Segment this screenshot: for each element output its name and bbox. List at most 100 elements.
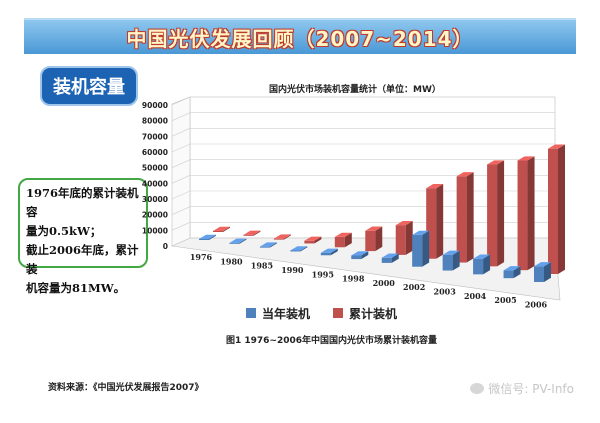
y-tick-label: 20000 <box>142 211 168 220</box>
bar-side <box>544 262 551 282</box>
bar-top <box>395 220 413 226</box>
bar-front <box>304 240 315 244</box>
bar-front <box>426 188 437 259</box>
bar-cumulative-2006 <box>548 144 565 274</box>
bar-side <box>436 184 444 259</box>
bar-front <box>229 242 240 244</box>
bar-front <box>517 160 528 271</box>
bar-front <box>442 254 453 271</box>
bar-front <box>381 257 392 263</box>
bar-annual-1980 <box>229 238 247 244</box>
bar-top <box>426 184 444 189</box>
note-line: 1976年底的累计装机容 <box>26 186 139 219</box>
bar-front <box>273 238 284 240</box>
bar-top <box>213 226 230 231</box>
bar-annual-1976 <box>199 234 216 240</box>
bar-top <box>334 232 352 237</box>
bar-annual-2004 <box>473 254 491 275</box>
bar-top <box>442 250 460 255</box>
section-tag: 装机容量 <box>40 66 138 106</box>
y-axis-ticks: 0 10000 20000 30000 40000 50000 60000 70000 8000… <box>142 101 168 251</box>
bar-side <box>239 238 247 244</box>
y-tick-label: 80000 <box>142 117 168 126</box>
bar-top <box>517 156 535 161</box>
grid-line-side <box>171 143 191 153</box>
wechat-icon <box>470 383 485 394</box>
bar-annual-2006 <box>534 262 551 282</box>
bar-side <box>361 251 369 260</box>
chart-title: 国内光伏市场装机容量统计（单位：MW） <box>269 83 441 95</box>
bar-front <box>456 176 467 263</box>
bar-cumulative-1990 <box>304 236 322 244</box>
bar-front <box>334 236 345 248</box>
bar-annual-1990 <box>290 246 308 252</box>
bar-cumulative-2000 <box>395 220 413 255</box>
y-tick-label: 30000 <box>142 195 168 204</box>
bar-front <box>259 246 270 248</box>
legend-label-cumulative: 累计装机 <box>349 306 397 321</box>
bar-side <box>405 220 413 255</box>
x-tick-label: 1985 <box>251 261 273 271</box>
bar-annual-2003 <box>442 250 460 271</box>
legend-swatch-cumulative <box>333 308 343 318</box>
bar-front <box>365 230 376 252</box>
bar-cumulative-2005 <box>517 156 535 271</box>
chart-caption: 图1 1976~2006年中国国内光伏市场累计装机容量 <box>226 334 437 346</box>
x-axis-ticks: 1976 1980 1985 1990 1995 1998 2000 2002 2003 2004… <box>190 252 548 310</box>
bar-side <box>391 253 399 263</box>
bar-side <box>452 250 460 271</box>
bar-side <box>422 230 430 267</box>
bar-annual-2000 <box>381 253 399 263</box>
grid-line-side <box>171 206 191 215</box>
bar-front <box>351 255 362 260</box>
bar-annual-1998 <box>351 251 369 260</box>
page-title: 中国光伏发展回顾（2007~2014） <box>126 26 474 51</box>
bar-annual-2005 <box>503 266 521 279</box>
bar-top <box>487 160 505 165</box>
header-banner: 中国光伏发展回顾（2007~2014） <box>24 18 576 54</box>
grid-line-side <box>171 175 191 184</box>
bar-side <box>483 254 491 275</box>
bar-top <box>320 248 338 253</box>
bar-cumulative-1980 <box>243 230 261 236</box>
chart-bars <box>199 144 565 282</box>
bar-top <box>351 251 369 256</box>
bar-cumulative-1976 <box>213 226 230 232</box>
bar-side <box>223 226 230 232</box>
bar-front <box>487 164 498 267</box>
y-tick-label: 60000 <box>142 148 168 157</box>
grid-line-side <box>171 237 191 247</box>
bar-top <box>273 234 291 239</box>
x-tick-label: 1998 <box>342 274 365 284</box>
legend-label-annual: 当年装机 <box>262 306 310 321</box>
grid-line-side <box>171 112 191 121</box>
bar-front <box>290 250 301 252</box>
bar-cumulative-1995 <box>334 232 352 248</box>
source-note: 资料来源：《中国光伏发展报告2007》 <box>48 383 204 393</box>
bar-top <box>412 230 430 235</box>
grid-line-side <box>171 96 191 106</box>
bar-side <box>209 234 216 240</box>
x-tick-label: 2005 <box>494 295 516 305</box>
x-tick-label: 2002 <box>403 282 425 292</box>
note-line: 量为0.5kW； <box>26 224 102 238</box>
bar-side <box>330 248 338 256</box>
bar-side <box>466 172 474 263</box>
bar-front <box>395 225 406 255</box>
bar-top <box>456 172 474 177</box>
x-tick-label: 2003 <box>434 287 457 297</box>
bar-side <box>375 226 383 252</box>
note-box: 1976年底的累计装机容 量为0.5kW； 截止2006年底，累计装 机容量为8… <box>18 178 148 295</box>
note-line: 机容量为81MW。 <box>26 281 126 295</box>
bar-cumulative-2002 <box>426 184 444 259</box>
x-tick-label: 2000 <box>373 278 396 288</box>
bar-side <box>253 230 261 236</box>
x-tick-label: 1976 <box>190 252 213 262</box>
x-tick-label: 2004 <box>464 291 487 301</box>
bar-cumulative-1998 <box>365 226 383 252</box>
x-tick-label: 1995 <box>312 269 334 279</box>
bar-front <box>473 258 484 275</box>
bar-top <box>534 262 551 267</box>
bar-front <box>412 234 423 267</box>
bar-annual-1985 <box>259 242 277 248</box>
